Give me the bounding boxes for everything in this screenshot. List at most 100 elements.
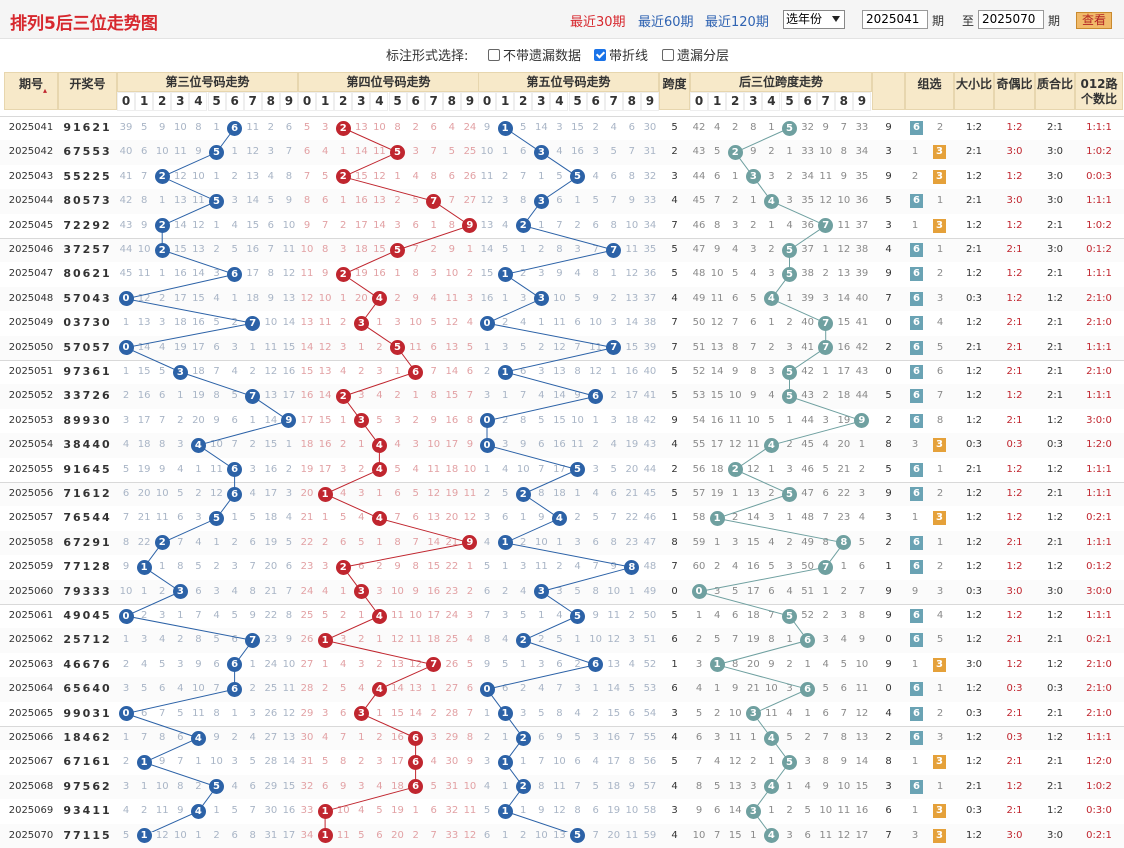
miss-cell: 8 xyxy=(574,366,581,377)
miss-cell: 3 xyxy=(159,610,166,621)
ball-g3: 2 xyxy=(154,535,170,551)
range-120-link[interactable]: 最近120期 xyxy=(705,15,769,30)
group-chip-6: 6 xyxy=(910,243,923,257)
sort-icon[interactable]: ▴ xyxy=(43,86,48,95)
miss-cell: 6 xyxy=(592,536,599,548)
miss-cell: 9 xyxy=(610,561,617,573)
bigsmall-cell: 0:3 xyxy=(965,439,983,451)
to-issue-input[interactable]: 2025070 xyxy=(978,10,1044,29)
miss-cell: 4 xyxy=(267,170,275,182)
miss-cell: 10 xyxy=(589,317,602,329)
checkbox-layer[interactable] xyxy=(662,49,674,61)
group-miss: 2 xyxy=(936,561,944,573)
miss-cell: 1 xyxy=(768,317,775,329)
checkbox-polyline[interactable] xyxy=(594,49,606,61)
span-cell: 5 xyxy=(671,390,678,402)
miss-cell: 2 xyxy=(340,439,347,451)
miss-cell: 12 xyxy=(625,268,639,280)
miss-cell: 26 xyxy=(445,658,459,670)
ball-g3: 6 xyxy=(227,266,243,282)
miss-cell: 10 xyxy=(173,829,187,841)
miss-cell: 6 xyxy=(430,341,437,353)
digit-header: 3 xyxy=(352,92,371,111)
miss-cell: 9 xyxy=(267,292,275,304)
miss-cell: 9 xyxy=(858,634,866,646)
year-select[interactable]: 选年份 xyxy=(783,10,845,29)
from-issue-input[interactable]: 2025041 xyxy=(862,10,928,29)
sum-tail-cell: 3 xyxy=(885,512,892,524)
miss-cell: 8 xyxy=(303,195,311,207)
option-polyline[interactable]: 带折线 xyxy=(594,45,648,64)
miss-cell: 9 xyxy=(249,610,256,621)
range-60-link[interactable]: 最近60期 xyxy=(638,15,694,30)
miss-cell: 5 xyxy=(713,780,721,792)
miss-cell: 4 xyxy=(340,488,347,499)
issue-cell: 2025060 xyxy=(8,585,54,597)
miss-cell: 1 xyxy=(340,585,347,597)
sum-tail-cell: 0 xyxy=(885,683,892,695)
miss-cell: 8 xyxy=(822,536,829,548)
miss-cell: 29 xyxy=(300,707,314,719)
miss-cell: 40 xyxy=(801,317,814,329)
option-layer[interactable]: 遗漏分层 xyxy=(662,45,729,64)
miss-cell: 57 xyxy=(643,780,657,792)
miss-cell: 6 xyxy=(520,146,527,158)
checkbox-no-missing[interactable] xyxy=(488,49,500,61)
primecomp-cell: 1:2 xyxy=(1046,463,1064,475)
miss-cell: 2 xyxy=(231,317,238,329)
span-cell: 8 xyxy=(671,536,678,548)
miss-cell: 48 xyxy=(692,268,706,280)
digit-header: 0 xyxy=(478,92,497,111)
miss-cell: 5 xyxy=(122,829,130,841)
ball-span: 6 xyxy=(800,681,816,697)
sum-tail-cell: 8 xyxy=(885,439,892,451)
miss-cell: 34 xyxy=(801,170,814,182)
miss-cell: 5 xyxy=(412,195,419,207)
miss-cell: 40 xyxy=(119,146,133,158)
miss-cell: 29 xyxy=(264,780,278,792)
miss-cell: 2 xyxy=(556,561,563,573)
miss-cell: 5 xyxy=(177,488,184,499)
range-30-link[interactable]: 最近30期 xyxy=(570,15,626,30)
miss-cell: 3 xyxy=(628,634,636,646)
r012-cell: 0:3:0 xyxy=(1086,805,1112,817)
miss-cell: 10 xyxy=(210,439,223,451)
miss-cell: 3 xyxy=(231,341,238,353)
miss-cell: 4 xyxy=(376,780,383,792)
bigsmall-cell: 1:2 xyxy=(965,829,983,841)
query-button[interactable]: 查看 xyxy=(1076,12,1112,29)
option-no-missing[interactable]: 不带遗漏数据 xyxy=(488,45,581,64)
miss-cell: 3 xyxy=(321,707,329,719)
miss-cell: 7 xyxy=(122,512,130,524)
miss-cell: 6 xyxy=(140,146,148,158)
ball-span: 4 xyxy=(763,437,779,453)
miss-cell: 5 xyxy=(249,512,256,524)
issue-cell: 2025057 xyxy=(8,512,54,524)
miss-cell: 7 xyxy=(574,780,581,792)
miss-cell: 7 xyxy=(466,390,474,402)
miss-cell: 7 xyxy=(430,146,437,158)
qi-label: 期 xyxy=(932,14,945,28)
draw-cell: 67291 xyxy=(63,535,112,549)
miss-cell: 8 xyxy=(628,170,636,182)
miss-cell: 5 xyxy=(610,463,617,475)
bigsmall-cell: 1:2 xyxy=(965,268,983,280)
draw-cell: 79333 xyxy=(63,584,112,598)
group-chip-6: 6 xyxy=(910,682,923,697)
miss-cell: 12 xyxy=(607,634,621,646)
group-header-gspan: 后三位跨度走势 xyxy=(690,72,872,92)
issue-cell: 2025048 xyxy=(8,292,54,304)
miss-cell: 8 xyxy=(538,780,545,792)
miss-cell: 13 xyxy=(553,366,566,377)
group-miss: 1 xyxy=(911,805,919,817)
miss-cell: 3 xyxy=(501,341,509,353)
miss-cell: 2 xyxy=(340,219,347,231)
sum-tail-cell: 9 xyxy=(885,268,892,280)
span-cell: 5 xyxy=(671,366,678,377)
ball-g5: 1 xyxy=(497,535,513,551)
miss-cell: 1 xyxy=(321,658,329,670)
miss-cell: 19 xyxy=(173,341,187,353)
miss-cell: 1 xyxy=(501,146,509,158)
r012-cell: 1:1:1 xyxy=(1086,341,1112,353)
miss-cell: 5 xyxy=(231,244,238,255)
